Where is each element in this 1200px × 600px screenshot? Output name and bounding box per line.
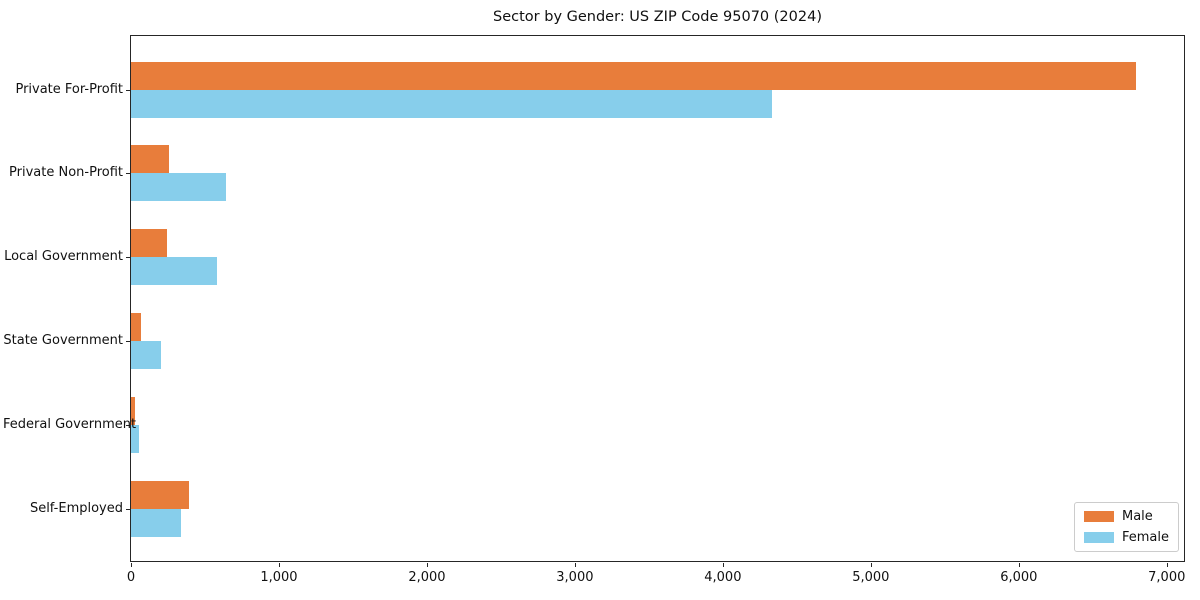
y-tick-self-employed xyxy=(126,509,130,510)
bar-local-government-male xyxy=(131,229,167,258)
x-tick-5000 xyxy=(870,563,872,567)
bar-self-employed-male xyxy=(131,481,189,509)
legend-swatch-female xyxy=(1083,532,1114,543)
x-tick-label-7000: 7,000 xyxy=(1148,570,1186,585)
bar-private-non-profit-female xyxy=(131,173,226,202)
plot-area: 0 1,000 2,000 3,000 4,000 5,000 6,000 7,000 Pri… xyxy=(3,35,1185,585)
y-tick-label-private-for-profit: Private For-Profit xyxy=(15,81,123,97)
bar-state-government-female xyxy=(131,341,162,370)
bar-private-for-profit-female xyxy=(131,89,772,118)
x-tick-label-3000: 3,000 xyxy=(556,570,594,585)
y-tick-label-self-employed: Self-Employed xyxy=(29,501,123,516)
legend-label-male: Male xyxy=(1121,509,1153,524)
x-tick-0 xyxy=(131,563,132,567)
y-tick-label-private-non-profit: Private Non-Profit xyxy=(9,165,123,181)
y-tick-state-government xyxy=(126,341,130,343)
x-tick-label-0: 0 xyxy=(126,570,136,585)
bar-local-government-female xyxy=(131,257,217,286)
x-tick-label-2000: 2,000 xyxy=(408,570,446,585)
y-tick-label-state-government: State Government xyxy=(3,333,123,349)
x-tick-label-4000: 4,000 xyxy=(704,570,742,585)
y-tick-private-for-profit xyxy=(126,89,130,91)
legend-swatch-male xyxy=(1083,511,1114,522)
x-tick-3000 xyxy=(574,563,576,567)
bar-federal-government-female xyxy=(131,425,140,454)
x-tick-7000 xyxy=(1166,563,1168,567)
legend: Male Female xyxy=(1073,502,1179,552)
x-tick-2000 xyxy=(426,563,428,567)
legend-entry-female: Female xyxy=(1083,530,1169,545)
y-tick-federal-government xyxy=(126,425,130,427)
y-tick-local-government xyxy=(126,257,130,259)
y-tick-private-non-profit xyxy=(126,173,130,175)
x-tick-1000 xyxy=(278,563,280,567)
legend-label-female: Female xyxy=(1121,530,1169,545)
chart-title: Sector by Gender: US ZIP Code 95070 (202… xyxy=(493,9,822,25)
x-tick-6000 xyxy=(1018,563,1020,567)
x-tick-label-6000: 6,000 xyxy=(1000,570,1038,585)
bar-state-government-male xyxy=(131,313,142,342)
y-tick-label-federal-government: Federal Government xyxy=(3,417,137,433)
bar-private-for-profit-male xyxy=(131,61,1136,90)
y-tick-label-local-government: Local Government xyxy=(4,249,123,265)
legend-entry-male: Male xyxy=(1083,509,1169,524)
x-tick-label-1000: 1,000 xyxy=(260,570,298,585)
x-tick-4000 xyxy=(722,563,724,567)
x-tick-label-5000: 5,000 xyxy=(852,570,890,585)
bar-federal-government-male xyxy=(131,397,136,426)
bar-private-non-profit-male xyxy=(131,145,169,174)
bar-self-employed-female xyxy=(131,509,182,537)
